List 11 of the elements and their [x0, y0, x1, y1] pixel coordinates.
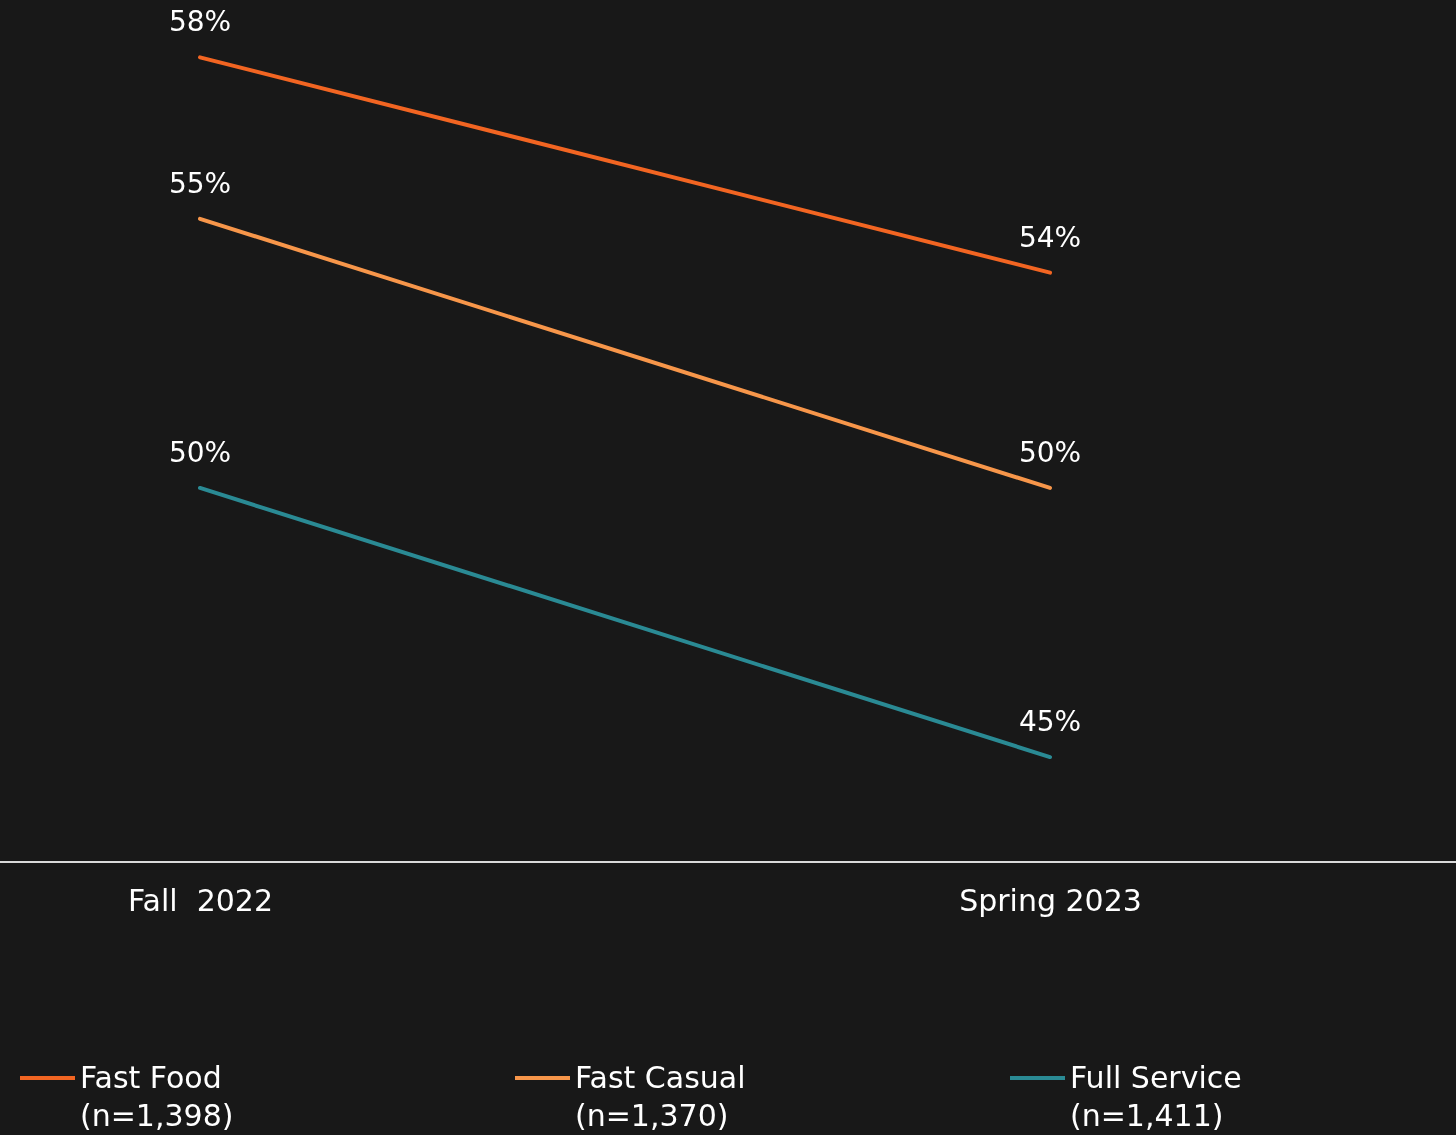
data-label: 58% — [168, 5, 232, 39]
data-label: 55% — [168, 166, 232, 200]
data-label: 54% — [1018, 220, 1082, 254]
data-label: 50% — [1018, 435, 1082, 469]
data-label: 50% — [168, 435, 232, 469]
data-label: 45% — [1018, 705, 1082, 739]
legend-label: Fast Casual (n=1,370) — [575, 1060, 746, 1133]
legend-label: Full Service (n=1,411) — [1070, 1060, 1242, 1133]
legend-label: Fast Food (n=1,398) — [80, 1060, 234, 1133]
x-tick-label: Fall 2022 — [128, 883, 273, 919]
x-tick-label: Spring 2023 — [959, 883, 1142, 919]
